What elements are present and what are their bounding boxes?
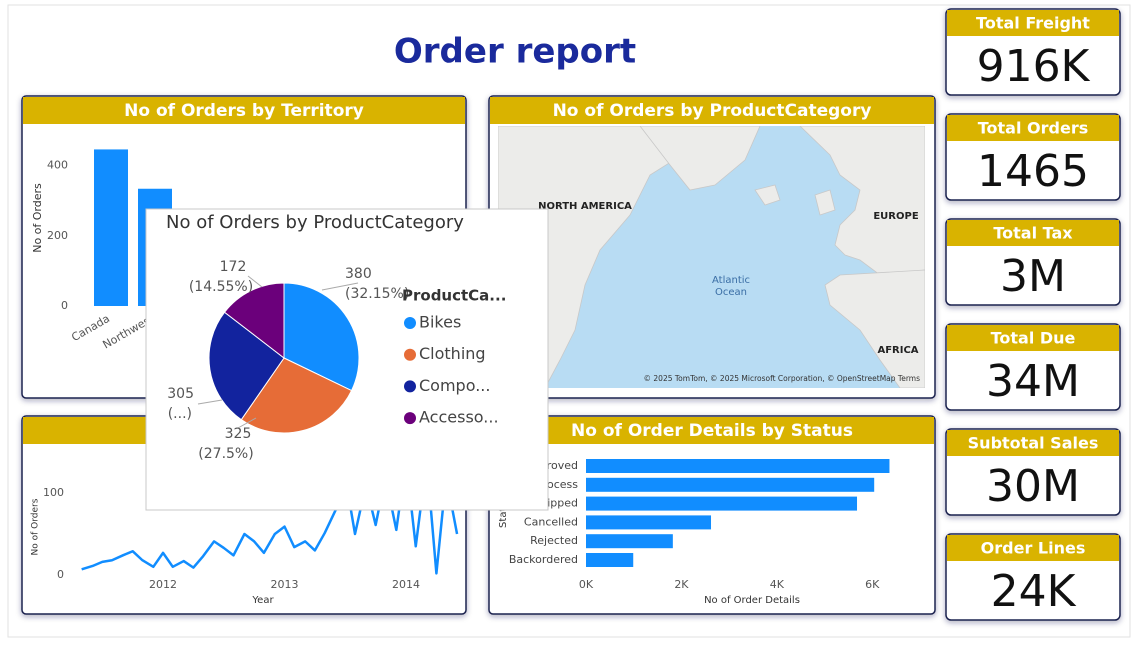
panel-header — [23, 97, 465, 124]
kpi-label: Total Orders — [978, 119, 1089, 138]
leader-line — [237, 417, 257, 429]
y-tick-label: Cancelled — [524, 515, 578, 528]
data-label: 380 — [345, 266, 372, 282]
kpi-label: Order Lines — [981, 539, 1086, 558]
kpi-header — [947, 10, 1119, 36]
x-tick-label: 2013 — [271, 578, 299, 591]
kpi-header — [947, 325, 1119, 351]
kpi-label: Total Freight — [976, 14, 1090, 33]
legend-label: Bikes — [419, 313, 461, 332]
legend-label: Accesso... — [419, 408, 499, 427]
pie-slice — [240, 357, 353, 434]
bar — [94, 149, 128, 306]
legend-label: Clothing — [419, 344, 486, 363]
percent-label: (32.15%) — [345, 286, 409, 302]
data-label: 325 — [225, 426, 252, 442]
percent-label: (...) — [168, 406, 192, 422]
map-label: Atlantic Ocean — [712, 275, 750, 298]
x-tick-label: 2014 — [392, 578, 420, 591]
kpi-value: 24K — [991, 566, 1077, 617]
tooltip-title: No of Orders by ProductCategory — [166, 212, 464, 233]
y-tick-label: 200 — [47, 229, 68, 242]
panel-header — [490, 97, 934, 124]
legend-marker — [404, 317, 416, 329]
y-tick-label: Backordered — [509, 553, 578, 566]
leader-line — [247, 275, 263, 288]
data-label: 305 — [167, 386, 194, 402]
map-label: EUROPE — [873, 211, 918, 222]
panel-title: No of Orders by ProductCategory — [553, 101, 872, 121]
kpi-label: Subtotal Sales — [968, 434, 1099, 453]
map: NORTH AMERICA EUROPE Atlantic Ocean AFRICA © … — [498, 126, 925, 388]
x-tick-label: 2012 — [149, 578, 177, 591]
line — [81, 458, 459, 575]
report-title: Order report — [394, 32, 636, 72]
kpi-label: Total Tax — [993, 224, 1073, 243]
map-land — [814, 189, 836, 216]
map-land — [639, 126, 761, 191]
x-axis-title: Year — [251, 595, 274, 606]
leader-line — [197, 399, 223, 405]
bar — [586, 515, 712, 530]
panel-header — [490, 417, 934, 444]
kpi-value: 34M — [986, 356, 1080, 407]
y-axis-title: No of Orders — [31, 498, 41, 555]
pie-slice — [283, 282, 360, 392]
kpi-value: 1465 — [977, 146, 1089, 197]
bar — [586, 496, 858, 511]
panel-title: No of Order Details by Status — [571, 421, 853, 441]
y-tick-label: 0 — [61, 299, 68, 312]
pie-slice — [223, 282, 285, 360]
map-land — [799, 126, 925, 276]
y-tick-label: 0 — [57, 568, 64, 581]
bar — [586, 534, 673, 549]
percent-label: (14.55%) — [189, 279, 253, 295]
map-attribution: © 2025 TomTom, © 2025 Microsoft Corporat… — [644, 374, 921, 383]
y-axis-title: Status — [498, 496, 509, 528]
leader-line — [321, 282, 359, 291]
y-tick-label: Rejected — [530, 534, 578, 547]
map-label: NORTH AMERICA — [538, 201, 632, 212]
map-land — [754, 184, 781, 206]
legend-marker — [404, 348, 416, 361]
bar — [586, 459, 890, 473]
kpi-header — [947, 430, 1119, 456]
data-label: 172 — [220, 259, 247, 275]
panel-title: No of Orders by Territory — [124, 101, 364, 121]
kpi-value: 30M — [986, 461, 1080, 512]
kpi-header — [947, 115, 1119, 141]
legend-title: ProductCa... — [402, 287, 506, 305]
map-label: AFRICA — [877, 345, 918, 356]
x-tick-label: 0K — [579, 578, 594, 591]
y-tick-label: 400 — [47, 159, 68, 172]
kpi-header — [947, 535, 1119, 561]
kpi-header — [947, 220, 1119, 246]
map-land — [824, 269, 925, 388]
legend-marker — [404, 380, 416, 393]
legend-marker — [404, 412, 416, 425]
y-axis-title: No of Orders — [31, 183, 44, 253]
bar — [586, 553, 634, 567]
x-tick-label: 6K — [865, 578, 880, 591]
y-tick-label: 100 — [43, 486, 64, 499]
kpi-value: 3M — [1000, 251, 1066, 302]
x-tick-label: 2K — [674, 578, 689, 591]
legend-label: Compo... — [419, 376, 490, 395]
percent-label: (27.5%) — [198, 446, 253, 462]
pie-slice — [208, 311, 285, 421]
kpi-value: 916K — [977, 41, 1091, 92]
x-tick-label: 4K — [770, 578, 785, 591]
bar — [586, 477, 875, 492]
x-axis-title: No of Order Details — [704, 595, 800, 606]
kpi-label: Total Due — [991, 329, 1076, 348]
